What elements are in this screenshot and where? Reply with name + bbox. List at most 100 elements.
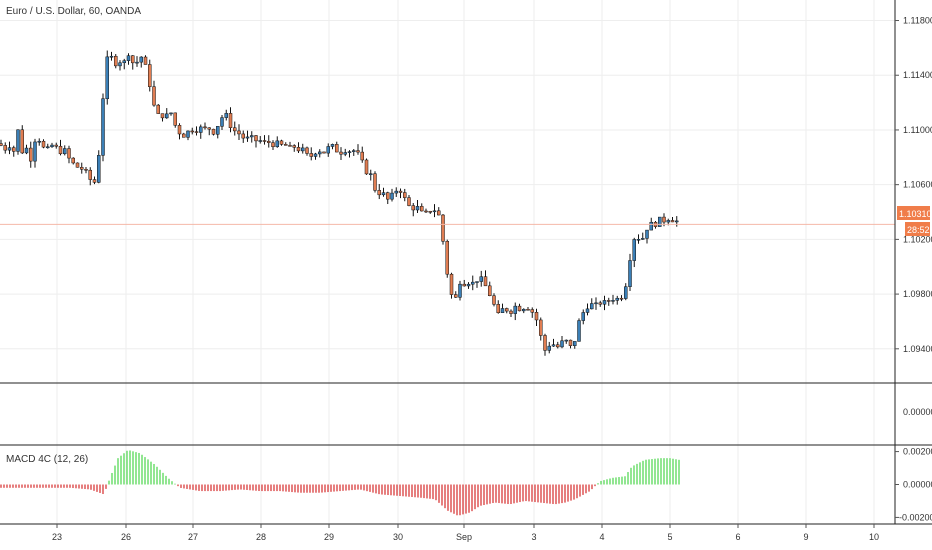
time-axis-ticks: 23 26 27 28 29 30 Sep 3 4 5 6 9 10 — [52, 524, 879, 542]
price-badge: 1.10310 28:52 — [897, 206, 932, 236]
candle-down — [71, 157, 75, 164]
candle-up — [186, 130, 190, 138]
candle-down — [29, 147, 33, 162]
macd-tick-label: 0.00200 — [903, 447, 932, 457]
candle-up — [641, 238, 645, 240]
macd-tick-label: -0.00200 — [899, 512, 932, 522]
candle-down — [271, 142, 275, 148]
time-tick-label: 28 — [256, 532, 266, 542]
price-tick-label: 1.11400 — [903, 70, 932, 80]
candle-down — [449, 273, 454, 295]
candle-up — [347, 151, 352, 153]
candle-down — [233, 127, 237, 132]
candle-down — [526, 308, 530, 311]
candle-down — [445, 241, 449, 275]
candle-down — [190, 130, 194, 133]
candle-up — [220, 117, 224, 127]
candle-down — [407, 197, 411, 206]
main-chart-title: Euro / U.S. Dollar, 60, OANDA — [6, 6, 141, 17]
price-tick-label: 1.11800 — [903, 16, 932, 26]
candle-down — [437, 210, 441, 216]
candle-up — [313, 153, 318, 157]
candle-up — [522, 308, 526, 312]
candle-down — [364, 159, 369, 175]
candle-down — [496, 304, 500, 313]
countdown-badge-value: 28:52 — [907, 225, 930, 235]
candle-up — [615, 297, 619, 301]
price-tick-label: 1.10600 — [903, 180, 932, 190]
time-tick-label: 23 — [52, 532, 62, 542]
candle-down — [173, 112, 177, 126]
candle-down — [67, 148, 71, 159]
candle-down — [492, 295, 496, 305]
candle-down — [194, 131, 199, 133]
candle-down — [211, 128, 216, 135]
candle-down — [152, 86, 156, 106]
price-badge-bg — [897, 206, 930, 220]
candle-up — [122, 60, 126, 64]
candle-up — [369, 173, 373, 175]
candle-down — [20, 129, 24, 154]
candle-up — [50, 144, 54, 148]
candle-down — [237, 130, 241, 135]
candle-down — [80, 167, 84, 170]
time-tick-label: Sep — [456, 532, 472, 542]
candle-up — [513, 305, 517, 314]
candle-down — [148, 64, 152, 87]
candle-down — [58, 145, 63, 155]
candle-down — [530, 309, 534, 313]
candle-up — [16, 129, 20, 152]
candle-up — [24, 147, 29, 154]
candle-down — [373, 173, 377, 191]
candle-up — [330, 144, 335, 147]
macd-tick-label: 0.00000 — [903, 480, 932, 490]
candle-up — [199, 126, 203, 133]
candle-down — [114, 55, 118, 67]
time-tick-label: 10 — [869, 532, 879, 542]
macd-histogram — [0, 450, 680, 516]
macd-axis-ticks: 0.00200 0.00000 -0.00200 — [895, 447, 932, 522]
empty-pane-zero-label: 0.00000 — [903, 407, 932, 417]
candle-down — [377, 190, 381, 196]
candle-down — [398, 190, 403, 193]
candle-down — [131, 55, 135, 64]
candle-down — [0, 143, 3, 146]
candle-up — [577, 320, 581, 342]
candle-down — [568, 339, 573, 346]
candle-up — [666, 220, 670, 223]
candle-down — [539, 319, 543, 336]
candle-down — [386, 192, 390, 200]
candle-up — [585, 308, 590, 313]
candle-down — [262, 140, 267, 142]
candle-up — [126, 55, 131, 61]
candle-up — [624, 286, 628, 299]
candle-up — [46, 146, 50, 149]
candle-down — [670, 220, 675, 223]
price-badge-value: 1.10310 — [899, 209, 932, 219]
candle-down — [607, 300, 611, 302]
candle-up — [636, 239, 641, 241]
time-tick-label: 6 — [735, 532, 740, 542]
candle-up — [632, 239, 636, 261]
candle-up — [479, 276, 483, 282]
candle-down — [296, 147, 301, 152]
candle-up — [245, 136, 250, 139]
candle-up — [326, 146, 330, 154]
candle-down — [403, 192, 407, 198]
candle-down — [335, 144, 339, 153]
candle-down — [483, 276, 488, 287]
candle-up — [658, 216, 662, 227]
candle-up — [250, 135, 254, 138]
candle-up — [165, 113, 169, 119]
candle-down — [12, 147, 16, 152]
candle-up — [564, 339, 568, 342]
candle-up — [628, 260, 632, 287]
candle-down — [534, 312, 539, 321]
candle-up — [500, 308, 505, 313]
candle-down — [420, 206, 424, 212]
candle-up — [581, 312, 585, 321]
candle-down — [662, 216, 666, 223]
candle-up — [7, 147, 12, 151]
